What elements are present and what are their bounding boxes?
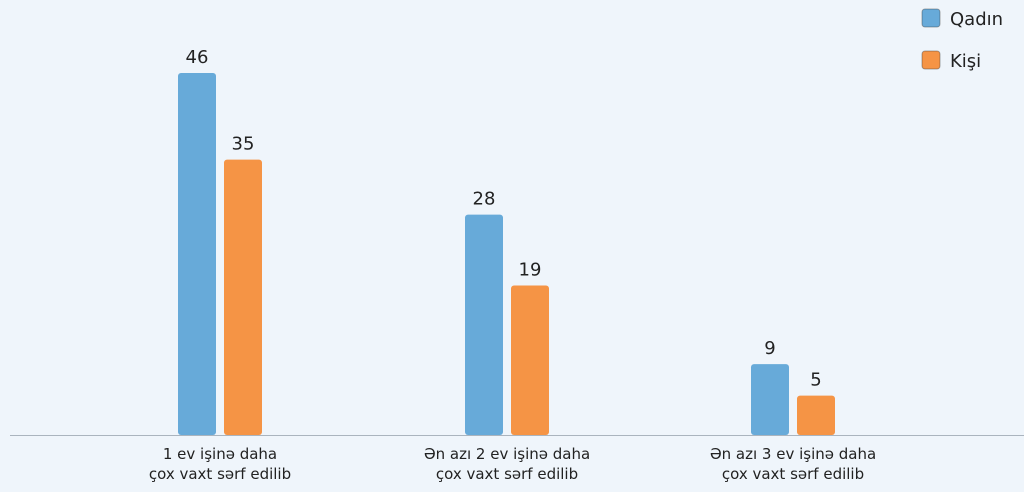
bar: [511, 285, 549, 435]
value-label: 35: [232, 134, 255, 155]
value-label: 28: [473, 189, 496, 210]
value-label: 46: [186, 47, 209, 68]
x-tick-label: Ən azı 3 ev işinə daha çox vaxt sərf edi…: [709, 445, 877, 483]
value-label: 5: [810, 370, 821, 391]
x-tick-label: 1 ev işinə daha çox vaxt sərf edilib: [148, 445, 292, 483]
bar: [751, 364, 789, 435]
legend-label: Qadın: [950, 9, 1003, 30]
bar: [224, 159, 262, 435]
bar: [797, 395, 835, 435]
x-tick-label: Ən azı 2 ev işinə daha çox vaxt sərf edi…: [423, 445, 591, 483]
legend-swatch: [921, 8, 941, 28]
value-label: 9: [764, 338, 775, 359]
legend-swatch: [921, 50, 941, 70]
value-label: 19: [519, 259, 542, 280]
bar: [178, 73, 216, 435]
bar: [465, 214, 503, 435]
legend-label: Kişi: [950, 51, 981, 72]
